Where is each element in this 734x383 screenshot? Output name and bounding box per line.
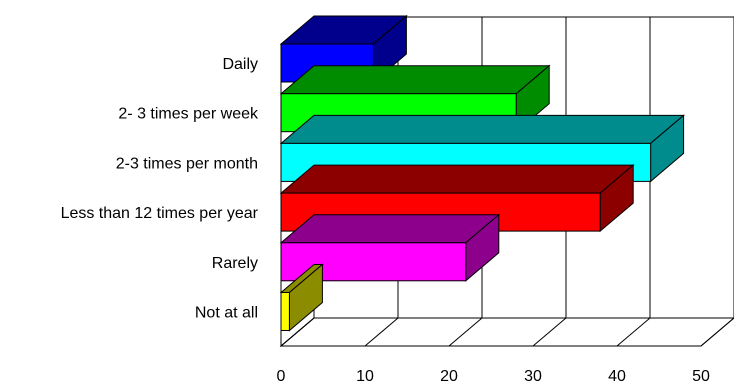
bar-top-1 — [279, 65, 551, 95]
floor-line-20 — [448, 317, 483, 347]
category-label-4: Rarely — [212, 255, 258, 272]
bar-top-2 — [279, 114, 685, 144]
floor-line-10 — [364, 317, 399, 347]
category-label-0: Daily — [222, 56, 258, 73]
bar-top-4 — [279, 214, 501, 244]
category-label-1: 2- 3 times per week — [118, 106, 259, 123]
x-tick-label-50: 50 — [692, 368, 710, 383]
category-label-2: 2-3 times per month — [116, 155, 258, 172]
floor — [279, 317, 734, 347]
x-tick-label-0: 0 — [277, 368, 286, 383]
x-tick-label-40: 40 — [608, 368, 626, 383]
floor-line-40 — [616, 317, 651, 347]
category-label-3: Less than 12 times per year — [61, 205, 259, 222]
floor-line-0 — [280, 317, 315, 347]
floor-line-30 — [532, 317, 567, 347]
bar-5 — [280, 292, 290, 331]
x-tick-label-30: 30 — [524, 368, 542, 383]
floor-line-50 — [700, 317, 734, 347]
bar-top-3 — [279, 164, 635, 194]
x-tick-label-10: 10 — [356, 368, 374, 383]
category-label-5: Not at all — [195, 305, 258, 322]
x-tick-label-20: 20 — [440, 368, 458, 383]
